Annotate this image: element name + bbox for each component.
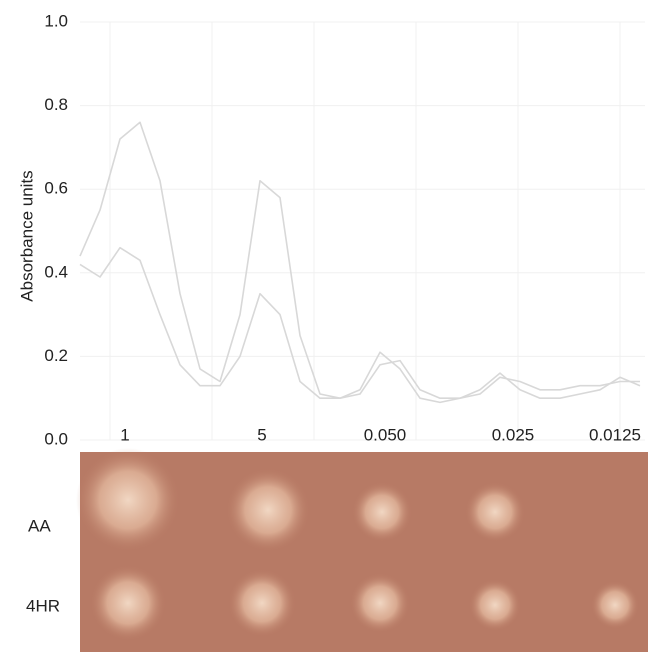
plate-row-label: AA: [28, 516, 51, 535]
plate-photo: [76, 448, 648, 652]
x-tick-label: 0.025: [492, 425, 535, 444]
plate-row-label: 4HR: [26, 596, 60, 615]
x-tick-label: 1: [120, 425, 129, 444]
x-tick-label: 5: [257, 425, 266, 444]
y-tick-label: 0.0: [44, 429, 68, 448]
y-tick-label: 0.2: [44, 346, 68, 365]
line-series: [79, 121, 640, 399]
x-tick-label: 0.050: [364, 425, 407, 444]
y-tick-label: 1.0: [44, 11, 68, 30]
y-tick-label: 0.4: [44, 262, 68, 281]
y-axis-label: Absorbance units: [17, 170, 36, 301]
y-tick-label: 0.8: [44, 95, 68, 114]
y-tick-label: 0.6: [44, 179, 68, 198]
line-series: [79, 246, 641, 404]
x-tick-label: 0.0125: [589, 425, 641, 444]
